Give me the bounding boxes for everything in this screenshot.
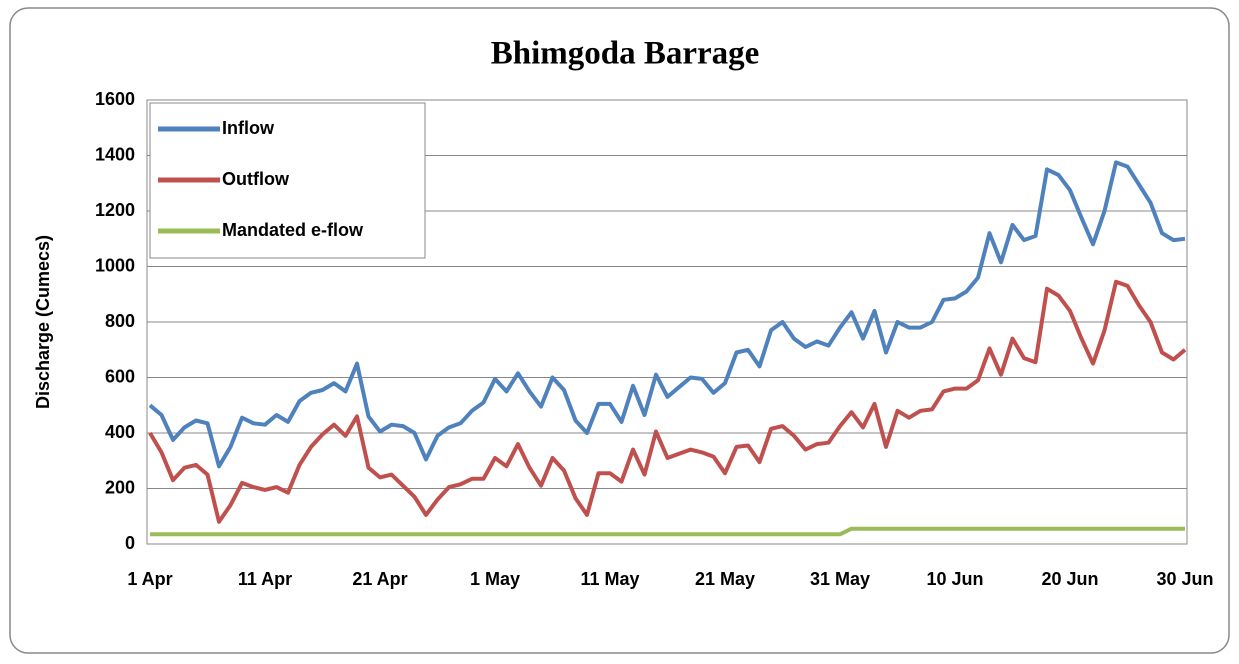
y-tick-label: 600: [105, 366, 135, 386]
x-tick-label: 20 Jun: [1041, 569, 1098, 589]
x-tick-label: 31 May: [810, 569, 870, 589]
y-tick-label: 800: [105, 311, 135, 331]
y-tick-label: 1200: [95, 200, 135, 220]
x-tick-label: 21 May: [695, 569, 755, 589]
series-line: [150, 526, 1185, 537]
x-tick-label: 10 Jun: [926, 569, 983, 589]
x-tick-label: 1 Apr: [127, 569, 172, 589]
x-tick-label: 1 May: [470, 569, 520, 589]
legend-label: Mandated e-flow: [222, 220, 364, 240]
y-tick-label: 0: [125, 533, 135, 553]
y-tick-label: 200: [105, 477, 135, 497]
y-tick-label: 400: [105, 422, 135, 442]
series-line: [148, 160, 1186, 469]
y-tick-label: 1000: [95, 255, 135, 275]
series-line: [148, 279, 1187, 524]
x-tick-label: 11 Apr: [238, 569, 292, 589]
legend-label: Outflow: [222, 169, 290, 189]
x-tick-label: 11 May: [580, 569, 639, 589]
legend-label: Inflow: [222, 118, 275, 138]
chart-title: Bhimgoda Barrage: [491, 36, 760, 72]
x-tick-label: 21 Apr: [352, 569, 407, 589]
x-tick-label: 30 Jun: [1156, 569, 1213, 589]
y-tick-label: 1400: [95, 144, 135, 164]
y-tick-label: 1600: [95, 89, 135, 109]
y-axis-label: Discharge (Cumecs): [33, 235, 53, 409]
